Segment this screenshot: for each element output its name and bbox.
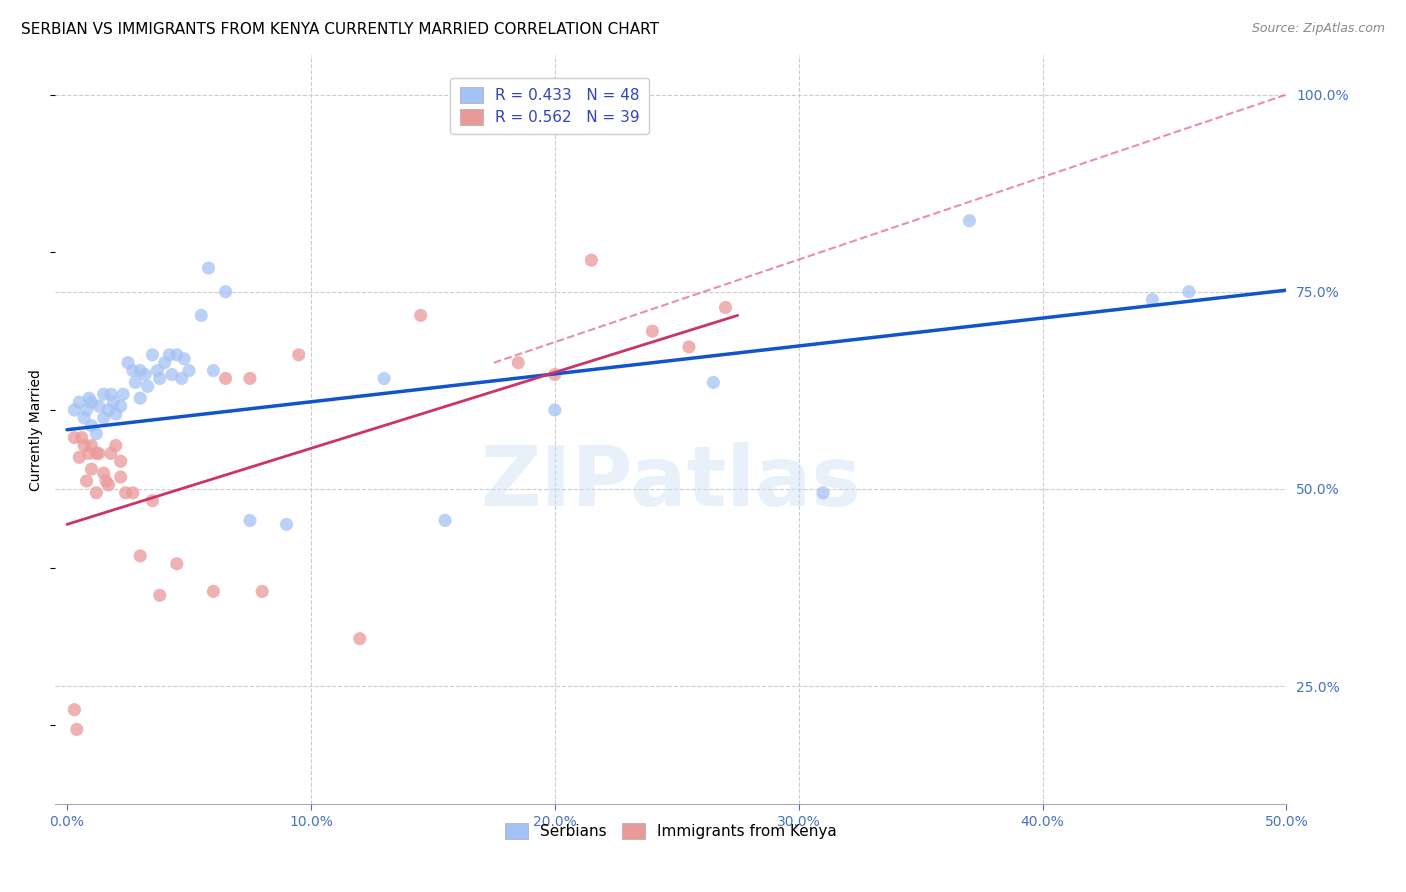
Point — [114, 485, 136, 500]
Point — [714, 301, 737, 315]
Point — [214, 285, 236, 299]
Point — [239, 371, 262, 385]
Point — [434, 513, 457, 527]
Point — [87, 399, 110, 413]
Point — [136, 379, 159, 393]
Point — [86, 485, 108, 500]
Point — [86, 426, 108, 441]
Point — [63, 431, 86, 445]
Point — [129, 391, 152, 405]
Point — [110, 454, 132, 468]
Point — [159, 348, 181, 362]
Point — [166, 557, 188, 571]
Point — [97, 403, 120, 417]
Point — [112, 387, 135, 401]
Text: ZIPatlas: ZIPatlas — [481, 442, 860, 523]
Point — [202, 363, 225, 377]
Point — [149, 371, 172, 385]
Point — [581, 253, 603, 268]
Point — [702, 376, 724, 390]
Point — [373, 371, 395, 385]
Point — [76, 403, 98, 417]
Point — [250, 584, 273, 599]
Point — [129, 549, 152, 563]
Point — [100, 387, 122, 401]
Point — [957, 213, 980, 227]
Point — [166, 348, 188, 362]
Point — [134, 368, 156, 382]
Point — [544, 403, 567, 417]
Point — [202, 584, 225, 599]
Point — [77, 446, 100, 460]
Point — [97, 478, 120, 492]
Point — [77, 391, 100, 405]
Point — [66, 723, 89, 737]
Text: SERBIAN VS IMMIGRANTS FROM KENYA CURRENTLY MARRIED CORRELATION CHART: SERBIAN VS IMMIGRANTS FROM KENYA CURRENT… — [21, 22, 659, 37]
Point — [160, 368, 183, 382]
Point — [67, 450, 90, 465]
Point — [177, 363, 200, 377]
Point — [104, 407, 127, 421]
Point — [190, 309, 212, 323]
Point — [141, 348, 163, 362]
Point — [214, 371, 236, 385]
Point — [678, 340, 700, 354]
Text: Source: ZipAtlas.com: Source: ZipAtlas.com — [1251, 22, 1385, 36]
Point — [80, 418, 103, 433]
Point — [103, 395, 125, 409]
Point — [149, 588, 172, 602]
Point — [110, 399, 132, 413]
Point — [73, 410, 96, 425]
Point — [80, 395, 103, 409]
Point — [349, 632, 371, 646]
Point — [63, 703, 86, 717]
Point — [93, 410, 115, 425]
Point — [93, 387, 115, 401]
Point — [811, 485, 834, 500]
Point — [104, 438, 127, 452]
Point — [141, 493, 163, 508]
Point — [641, 324, 664, 338]
Point — [146, 363, 169, 377]
Point — [409, 309, 432, 323]
Point — [122, 485, 145, 500]
Point — [173, 351, 195, 366]
Point — [110, 470, 132, 484]
Point — [67, 395, 90, 409]
Point — [1142, 293, 1164, 307]
Point — [170, 371, 193, 385]
Point — [124, 376, 146, 390]
Point — [94, 474, 117, 488]
Point — [80, 438, 103, 452]
Point — [197, 261, 219, 276]
Point — [63, 403, 86, 417]
Point — [153, 356, 176, 370]
Point — [80, 462, 103, 476]
Point — [544, 368, 567, 382]
Point — [239, 513, 262, 527]
Point — [276, 517, 298, 532]
Point — [73, 438, 96, 452]
Point — [86, 446, 108, 460]
Point — [76, 474, 98, 488]
Point — [100, 446, 122, 460]
Point — [508, 356, 530, 370]
Y-axis label: Currently Married: Currently Married — [30, 368, 44, 491]
Point — [70, 431, 93, 445]
Point — [87, 446, 110, 460]
Point — [122, 363, 145, 377]
Point — [117, 356, 139, 370]
Point — [93, 466, 115, 480]
Point — [1178, 285, 1201, 299]
Point — [129, 363, 152, 377]
Legend: Serbians, Immigrants from Kenya: Serbians, Immigrants from Kenya — [499, 817, 842, 846]
Point — [287, 348, 309, 362]
